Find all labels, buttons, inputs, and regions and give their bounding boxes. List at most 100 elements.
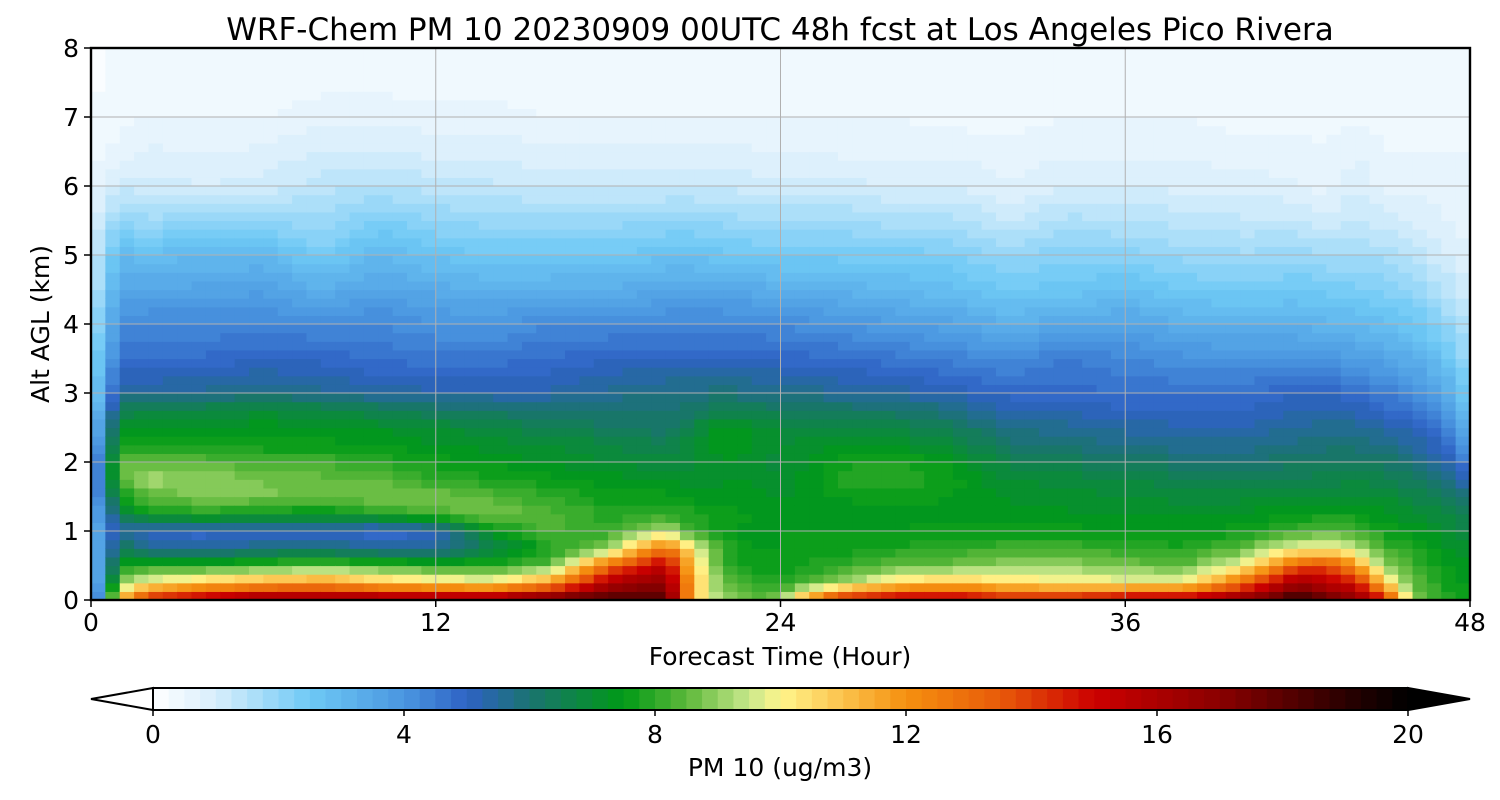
contour-cell [105, 117, 121, 127]
contour-cell [938, 229, 954, 239]
contour-cell [1139, 186, 1155, 196]
contour-cell [766, 134, 782, 144]
contour-cell [363, 298, 379, 308]
contour-cell [895, 393, 911, 403]
contour-cell [651, 393, 667, 403]
contour-cell [392, 487, 408, 498]
contour-cell [823, 410, 839, 420]
contour-cell [1053, 220, 1069, 230]
contour-cell [608, 341, 624, 351]
contour-cell [378, 194, 394, 204]
contour-cell [392, 194, 408, 204]
contour-cell [579, 470, 595, 480]
contour-cell [723, 82, 738, 92]
contour-cell [952, 548, 968, 558]
contour-cell [421, 263, 437, 273]
contour-cell [378, 108, 394, 118]
contour-cell [435, 401, 451, 411]
contour-cell [191, 358, 207, 368]
contour-cell [593, 444, 609, 454]
contour-cell [191, 410, 207, 420]
contour-cell [1010, 505, 1026, 515]
contour-cell [1125, 91, 1141, 101]
contour-cell [407, 151, 422, 161]
contour-cell [148, 513, 164, 523]
contour-cell [205, 324, 221, 334]
contour-cell [148, 470, 164, 480]
contour-cell [536, 125, 552, 135]
contour-cell [162, 246, 178, 256]
contour-cell [1139, 470, 1155, 480]
contour-cell [766, 522, 782, 532]
contour-cell [1211, 574, 1227, 584]
contour-cell [464, 125, 480, 135]
contour-cell [1096, 332, 1112, 342]
contour-cell [306, 237, 322, 247]
contour-cell [478, 125, 494, 135]
contour-cell [636, 539, 652, 549]
contour-cell [91, 513, 106, 523]
contour-cell [651, 117, 667, 127]
contour-cell [1039, 427, 1055, 437]
contour-cell [1153, 203, 1169, 213]
contour-cell [320, 255, 336, 265]
contour-cell [837, 574, 853, 584]
contour-cell [651, 151, 667, 161]
contour-cell [1110, 324, 1126, 334]
contour-cell [837, 453, 853, 463]
contour-cell [1067, 522, 1083, 532]
contour-cell [1082, 160, 1098, 170]
contour-cell [148, 315, 164, 325]
contour-cell [780, 99, 796, 109]
contour-cell [134, 263, 150, 273]
contour-cell [536, 574, 552, 584]
contour-cell [565, 255, 580, 265]
contour-cell [536, 410, 552, 420]
contour-cell [1010, 298, 1026, 308]
contour-cell [909, 591, 925, 601]
contour-cell [1168, 65, 1184, 75]
contour-cell [751, 324, 767, 334]
contour-cell [780, 289, 796, 299]
contour-cell [162, 315, 178, 325]
contour-cell [162, 91, 178, 101]
contour-cell [407, 436, 422, 446]
contour-cell [794, 375, 810, 385]
contour-cell [320, 315, 336, 325]
contour-cell [636, 73, 652, 84]
contour-cell [493, 272, 509, 282]
contour-cell [234, 306, 250, 316]
contour-cell [1024, 496, 1040, 506]
contour-cell [220, 280, 236, 291]
contour-cell [478, 237, 494, 247]
contour-cell [766, 211, 782, 222]
contour-cell [105, 237, 121, 247]
contour-cell [177, 99, 193, 109]
contour-cell [1153, 194, 1169, 204]
contour-cell [1110, 444, 1126, 454]
contour-cell [177, 539, 193, 549]
contour-cell [636, 470, 652, 480]
contour-cell [421, 246, 437, 256]
contour-cell [1139, 539, 1155, 549]
contour-cell [335, 375, 351, 385]
contour-cell [536, 220, 552, 230]
contour-cell [1168, 591, 1184, 601]
contour-cell [924, 565, 940, 575]
contour-cell [737, 203, 753, 213]
contour-cell [938, 48, 954, 58]
contour-cell [565, 539, 580, 549]
contour-cell [1110, 48, 1126, 58]
contour-cell [91, 418, 106, 429]
contour-cell [665, 82, 681, 92]
contour-cell [249, 272, 264, 282]
contour-cell [809, 263, 825, 273]
contour-cell [895, 56, 911, 66]
contour-cell [148, 479, 164, 489]
contour-cell [823, 229, 839, 239]
contour-cell [392, 418, 408, 429]
contour-cell [249, 289, 264, 299]
contour-cell [766, 436, 782, 446]
contour-cell [608, 375, 624, 385]
contour-cell [478, 436, 494, 446]
